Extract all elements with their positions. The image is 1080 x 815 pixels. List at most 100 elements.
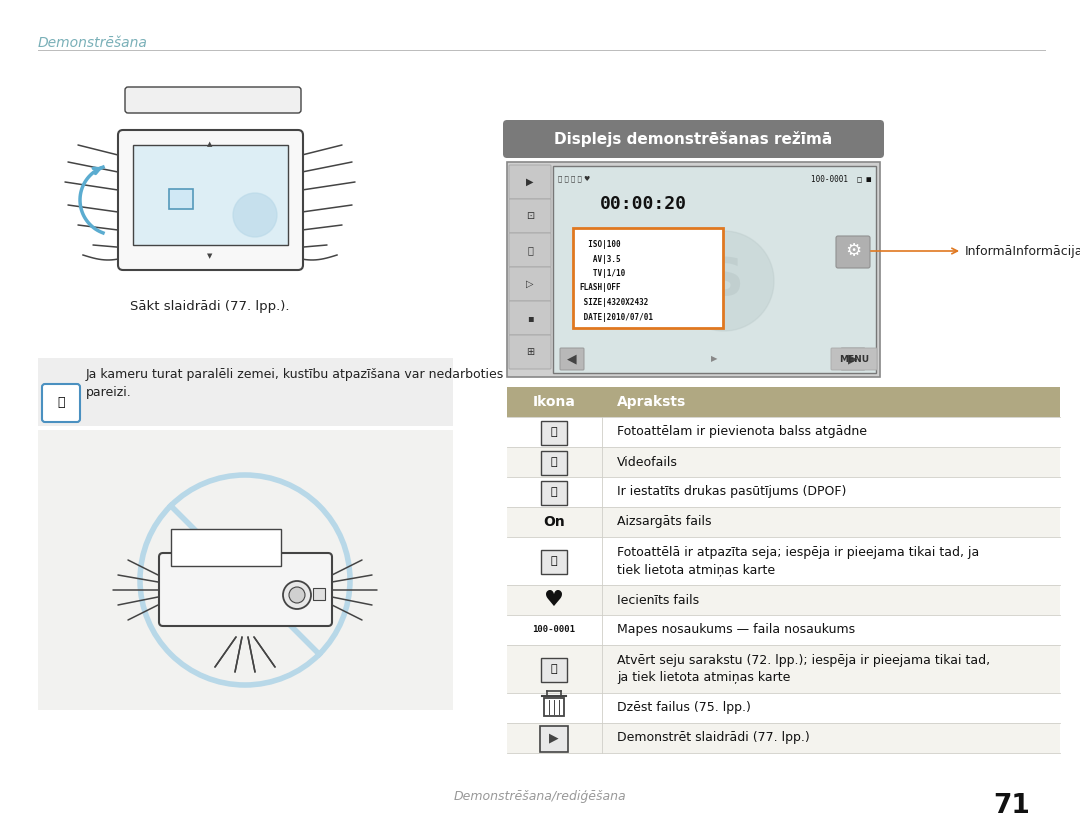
Text: 00:00:20: 00:00:20 [599,195,687,213]
Text: 100-0001  □ ■: 100-0001 □ ■ [811,174,870,183]
FancyBboxPatch shape [171,529,281,566]
Text: 100-0001: 100-0001 [532,625,576,635]
Text: 🎤: 🎤 [551,427,557,437]
Text: ja tiek lietota atmiņas karte: ja tiek lietota atmiņas karte [617,671,791,684]
Text: ▪: ▪ [527,313,534,323]
Text: Videofails: Videofails [617,456,678,469]
FancyBboxPatch shape [553,166,876,373]
Text: On: On [543,515,565,529]
Text: ⚙: ⚙ [845,242,861,260]
Text: AV|3.5: AV|3.5 [579,254,621,263]
FancyBboxPatch shape [503,120,885,158]
FancyBboxPatch shape [541,658,567,682]
FancyBboxPatch shape [836,236,870,268]
FancyBboxPatch shape [509,165,551,199]
Text: Demonstrēt slaidrādi (77. lpp.): Demonstrēt slaidrādi (77. lpp.) [617,732,810,744]
Text: 📷: 📷 [57,397,65,409]
Text: Iecienīts fails: Iecienīts fails [617,593,699,606]
Circle shape [674,231,774,331]
FancyBboxPatch shape [509,199,551,233]
Text: ISO|100: ISO|100 [579,240,621,249]
Text: 🎥: 🎥 [551,457,557,467]
Text: 🎤 🖨 🔒 🔍 ♥: 🎤 🖨 🔒 🔍 ♥ [558,176,591,183]
Text: Demonstrēšana/rediģēšana: Demonstrēšana/rediģēšana [454,790,626,803]
Text: ⬜: ⬜ [527,245,532,255]
Bar [507,417,1059,447]
FancyBboxPatch shape [561,348,584,370]
Bar [507,693,1059,723]
Text: 🖨: 🖨 [551,487,557,497]
FancyBboxPatch shape [507,387,1059,417]
FancyBboxPatch shape [38,430,453,710]
Text: Atvērt seju sarakstu (72. lpp.); iespēja ir pieejama tikai tad,: Atvērt seju sarakstu (72. lpp.); iespēja… [617,654,990,667]
Text: 🔎: 🔎 [551,556,557,566]
Bar [507,615,1059,645]
Text: ▼: ▼ [207,253,213,259]
Text: Ir iestatīts drukas pasūtījums (DPOF): Ir iestatīts drukas pasūtījums (DPOF) [617,486,847,499]
FancyBboxPatch shape [313,588,325,600]
Text: ▶: ▶ [686,286,703,306]
Text: Aizsargāts fails: Aizsargāts fails [617,516,712,528]
Text: TV|1/10: TV|1/10 [579,269,625,278]
Text: ♥: ♥ [544,590,564,610]
FancyBboxPatch shape [509,335,551,369]
Bar [507,507,1059,537]
Bar [507,537,1059,585]
FancyBboxPatch shape [541,481,567,505]
Text: Fotoattēlam ir pievienota balss atgādne: Fotoattēlam ir pievienota balss atgādne [617,425,867,438]
Text: ▶: ▶ [848,353,858,365]
Text: Displejs demonstrēšanas režīmā: Displejs demonstrēšanas režīmā [554,131,832,147]
FancyBboxPatch shape [541,550,567,574]
FancyBboxPatch shape [125,87,301,113]
FancyBboxPatch shape [159,553,332,626]
Text: Sākt slaidrādi (77. lpp.).: Sākt slaidrādi (77. lpp.). [131,300,289,313]
Text: Demonstrēšana: Demonstrēšana [38,36,148,50]
FancyBboxPatch shape [541,451,567,475]
FancyBboxPatch shape [168,189,193,209]
Text: InformāInformācija: InformāInformācija [966,244,1080,258]
Text: Ja kameru turat paralēli zemei, kustību atpazīšana var nedarboties: Ja kameru turat paralēli zemei, kustību … [86,368,504,381]
Text: MENU: MENU [839,355,869,363]
Text: ▲: ▲ [207,141,213,147]
Bar [507,645,1059,693]
FancyBboxPatch shape [573,228,723,328]
Text: S: S [705,255,743,307]
Text: Ikona: Ikona [532,395,576,409]
FancyBboxPatch shape [831,348,877,370]
Bar [507,477,1059,507]
Text: tiek lietota atmiņas karte: tiek lietota atmiņas karte [617,563,775,576]
Text: 🔎: 🔎 [551,664,557,674]
Bar [507,723,1059,753]
FancyBboxPatch shape [38,358,453,426]
Text: Fotoattēlā ir atpazīta seja; iespēja ir pieejama tikai tad, ja: Fotoattēlā ir atpazīta seja; iespēja ir … [617,546,980,559]
Bar [507,585,1059,615]
Circle shape [233,193,276,237]
Text: ▶: ▶ [526,177,534,187]
Text: ▶: ▶ [550,732,558,744]
Bar [507,447,1059,477]
Text: Mapes nosaukums — faila nosaukums: Mapes nosaukums — faila nosaukums [617,623,855,637]
Text: SIZE|4320X2432: SIZE|4320X2432 [579,298,648,307]
Text: Apraksts: Apraksts [617,395,686,409]
Text: ⊞: ⊞ [526,347,535,357]
FancyBboxPatch shape [841,348,865,370]
Text: ◀: ◀ [567,353,577,365]
FancyBboxPatch shape [133,145,288,245]
Text: FLASH|OFF: FLASH|OFF [579,284,621,293]
Circle shape [283,581,311,609]
Text: DATE|2010/07/01: DATE|2010/07/01 [579,312,653,321]
FancyBboxPatch shape [509,301,551,335]
Text: pareizi.: pareizi. [86,386,132,399]
FancyBboxPatch shape [42,384,80,422]
FancyBboxPatch shape [507,162,880,377]
FancyBboxPatch shape [118,130,303,270]
Text: ▷: ▷ [526,279,534,289]
FancyBboxPatch shape [509,233,551,267]
FancyBboxPatch shape [509,267,551,301]
Text: ⊡: ⊡ [526,211,535,221]
FancyBboxPatch shape [540,726,568,752]
FancyBboxPatch shape [541,421,567,445]
Text: ▶: ▶ [711,355,717,363]
Text: 71: 71 [994,793,1030,815]
Circle shape [289,587,305,603]
